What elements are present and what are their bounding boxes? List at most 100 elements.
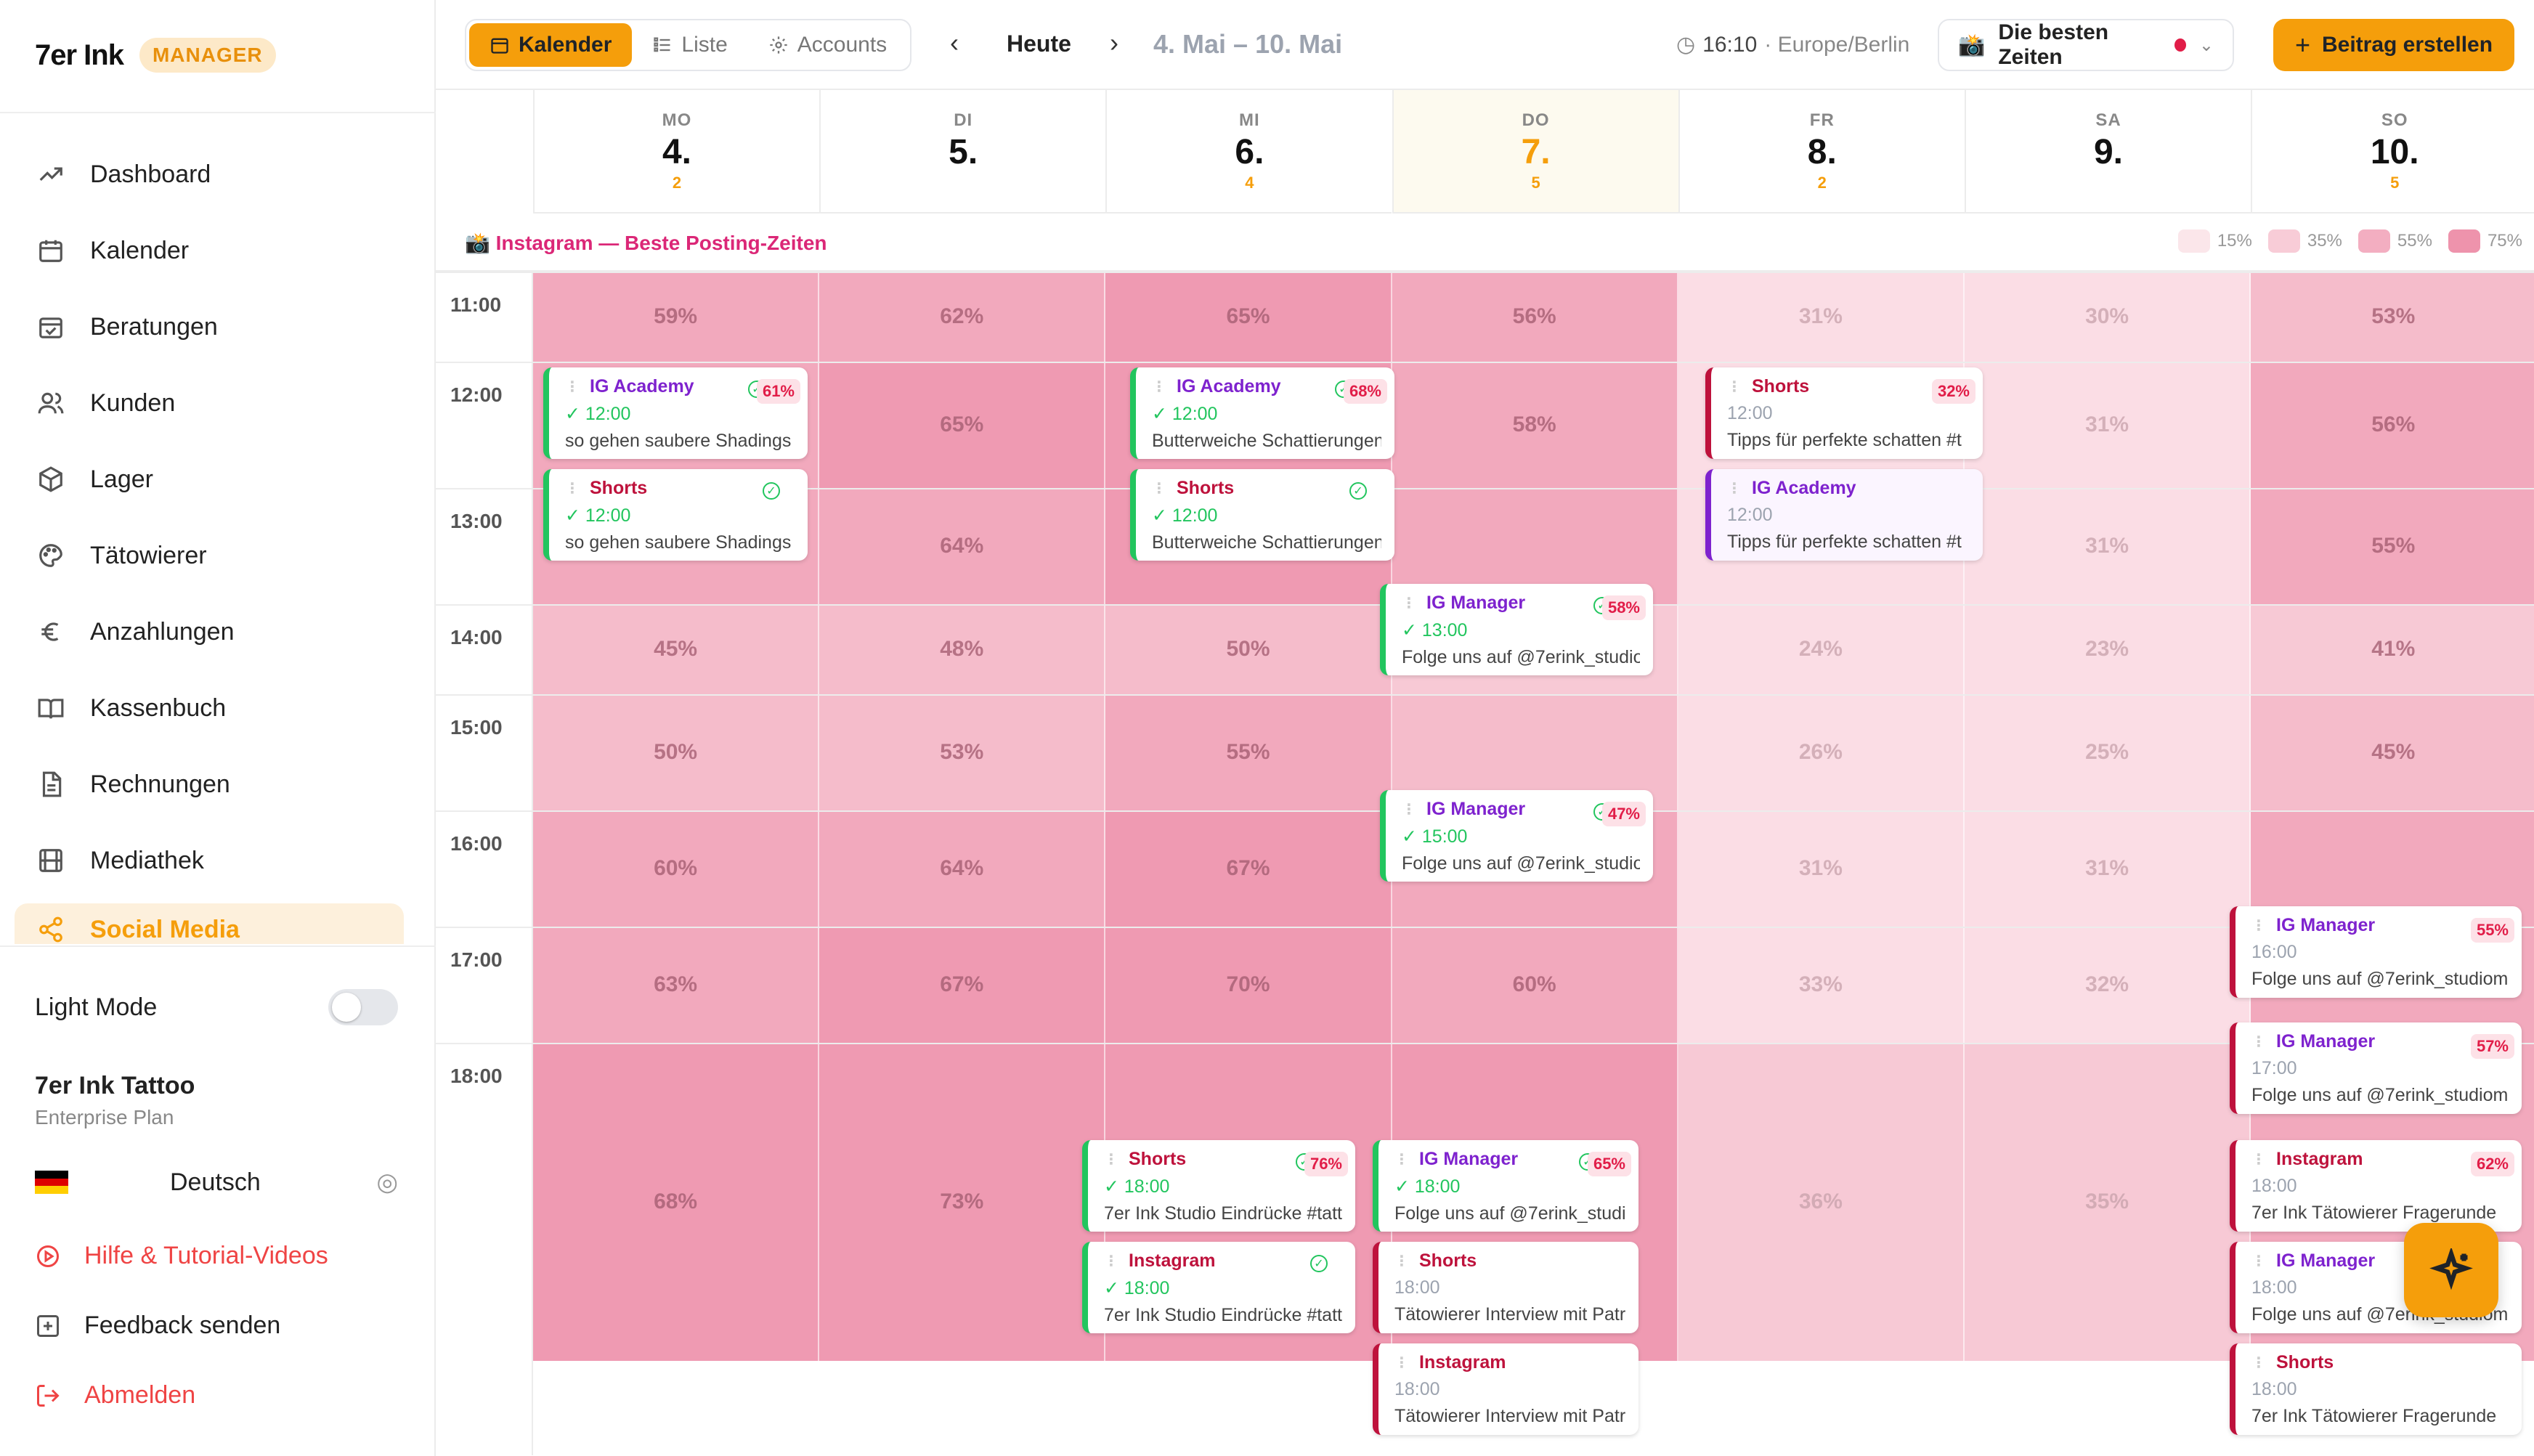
post-card[interactable]: ⋮ IG Manager ✓ 15:00 Folge uns auf @7erin… bbox=[1380, 790, 1653, 882]
post-card[interactable]: ⋮ IG Manager ✓ 18:00 Folge uns auf @7erin… bbox=[1373, 1140, 1638, 1232]
post-card[interactable]: ⋮ IG Manager 16:00 Folge uns auf @7erink_… bbox=[2230, 906, 2522, 998]
drag-handle-icon[interactable]: ⋮ bbox=[1104, 1152, 1118, 1168]
day-header-so[interactable]: SO 10. 5 bbox=[2251, 90, 2534, 213]
tab-liste[interactable]: Liste bbox=[632, 23, 747, 67]
today-button[interactable]: Heute bbox=[1007, 30, 1071, 57]
heatmap-cell[interactable]: 65% bbox=[819, 362, 1106, 488]
heatmap-cell[interactable]: 41% bbox=[2251, 604, 2534, 694]
heatmap-cell[interactable]: 31% bbox=[1965, 362, 2251, 488]
drag-handle-icon[interactable]: ⋮ bbox=[2251, 1253, 2266, 1269]
heatmap-cell[interactable]: 32% bbox=[1965, 927, 2251, 1043]
sidebar-item-kunden[interactable]: Kunden bbox=[15, 377, 404, 429]
heatmap-cell[interactable]: 73% bbox=[819, 1043, 1106, 1361]
post-card[interactable]: ⋮ Instagram 18:00 Tätowierer Interview mi… bbox=[1373, 1343, 1638, 1435]
help-link[interactable]: Hilfe & Tutorial-Videos bbox=[35, 1242, 328, 1270]
drag-handle-icon[interactable]: ⋮ bbox=[2251, 1355, 2266, 1371]
post-card[interactable]: ⋮ Shorts 18:00 7er Ink Tätowierer Frageru… bbox=[2230, 1343, 2522, 1435]
ai-assistant-button[interactable] bbox=[2404, 1223, 2498, 1317]
sidebar-item-dashboard[interactable]: Dashboard bbox=[15, 148, 404, 200]
sidebar-item-lager[interactable]: Lager bbox=[15, 453, 404, 505]
drag-handle-icon[interactable]: ⋮ bbox=[565, 379, 580, 395]
sidebar-item-anzahlungen[interactable]: Anzahlungen bbox=[15, 606, 404, 658]
post-card[interactable]: ⋮ Shorts 12:00 Tipps für perfekte schatte… bbox=[1705, 367, 1983, 459]
day-header-di[interactable]: DI 5. bbox=[819, 90, 1106, 213]
brand[interactable]: 7er Ink MANAGER bbox=[35, 38, 276, 73]
post-card[interactable]: ⋮ IG Academy ✓ 12:00 so gehen saubere Sha… bbox=[543, 367, 808, 459]
heatmap-cell[interactable]: 30% bbox=[1965, 272, 2251, 362]
sidebar-item-mediathek[interactable]: Mediathek bbox=[15, 834, 404, 887]
heatmap-cell[interactable]: 53% bbox=[2251, 272, 2534, 362]
heatmap-cell[interactable]: 45% bbox=[2251, 694, 2534, 810]
post-card[interactable]: ⋮ Shorts 18:00 Tätowierer Interview mit P… bbox=[1373, 1242, 1638, 1333]
drag-handle-icon[interactable]: ⋮ bbox=[1152, 481, 1166, 497]
drag-handle-icon[interactable]: ⋮ bbox=[2251, 918, 2266, 934]
sidebar-item-beratungen[interactable]: Beratungen bbox=[15, 301, 404, 353]
heatmap-cell[interactable]: 67% bbox=[819, 927, 1106, 1043]
sidebar-item-kassenbuch[interactable]: Kassenbuch bbox=[15, 682, 404, 734]
heatmap-cell[interactable]: 62% bbox=[819, 272, 1106, 362]
heatmap-cell[interactable]: 50% bbox=[533, 694, 820, 810]
heatmap-cell[interactable]: 25% bbox=[1965, 694, 2251, 810]
heatmap-cell[interactable]: 58% bbox=[1392, 362, 1678, 488]
heatmap-cell[interactable]: 26% bbox=[1678, 694, 1965, 810]
next-week-button[interactable]: › bbox=[1110, 28, 1118, 57]
post-card[interactable]: ⋮ Shorts ✓ 12:00 so gehen saubere Shading… bbox=[543, 469, 808, 561]
heatmap-cell[interactable]: 48% bbox=[819, 604, 1106, 694]
logout-link[interactable]: Abmelden bbox=[35, 1381, 195, 1410]
light-mode-toggle[interactable] bbox=[328, 989, 398, 1025]
post-card[interactable]: ⋮ IG Manager 18:00 Folge uns auf @7erink_… bbox=[2230, 1242, 2522, 1333]
heatmap-cell[interactable]: 64% bbox=[819, 488, 1106, 604]
sidebar-item-kalender[interactable]: Kalender bbox=[15, 224, 404, 277]
heatmap-cell[interactable]: 63% bbox=[533, 927, 820, 1043]
heatmap-cell[interactable]: 24% bbox=[1678, 604, 1965, 694]
heatmap-cell[interactable]: 31% bbox=[1965, 810, 2251, 927]
heatmap-cell[interactable]: 36% bbox=[1678, 1043, 1965, 1361]
heatmap-cell[interactable]: 31% bbox=[1678, 810, 1965, 927]
create-post-button[interactable]: + Beitrag erstellen bbox=[2273, 19, 2514, 71]
post-card[interactable]: ⋮ IG Manager ✓ 13:00 Folge uns auf @7erin… bbox=[1380, 584, 1653, 675]
heatmap-cell[interactable]: 59% bbox=[533, 272, 820, 362]
heatmap-cell[interactable]: 70% bbox=[1105, 927, 1392, 1043]
feedback-link[interactable]: Feedback senden bbox=[35, 1311, 280, 1340]
tab-kalender[interactable]: Kalender bbox=[469, 23, 633, 67]
heatmap-cell[interactable]: 35% bbox=[1965, 1043, 2251, 1361]
drag-handle-icon[interactable]: ⋮ bbox=[1394, 1253, 1409, 1269]
day-header-sa[interactable]: SA 9. bbox=[1965, 90, 2251, 213]
heatmap-cell[interactable]: 31% bbox=[1965, 488, 2251, 604]
heatmap-cell[interactable]: 67% bbox=[1105, 810, 1392, 927]
post-card[interactable]: ⋮ Shorts ✓ 18:00 7er Ink Studio Eindrücke… bbox=[1082, 1140, 1355, 1232]
prev-week-button[interactable]: ‹ bbox=[950, 28, 959, 57]
post-card[interactable]: ⋮ Instagram ✓ 18:00 7er Ink Studio Eindrü… bbox=[1082, 1242, 1355, 1333]
heatmap-cell[interactable]: 55% bbox=[2251, 488, 2534, 604]
drag-handle-icon[interactable]: ⋮ bbox=[2251, 1152, 2266, 1168]
post-card[interactable]: ⋮ IG Academy ✓ 12:00 Butterweiche Schatti… bbox=[1130, 367, 1394, 459]
heatmap-cell[interactable]: 23% bbox=[1965, 604, 2251, 694]
heatmap-cell[interactable]: 55% bbox=[1105, 694, 1392, 810]
heatmap-cell[interactable]: 56% bbox=[2251, 362, 2534, 488]
post-card[interactable]: ⋮ IG Manager 17:00 Folge uns auf @7erink_… bbox=[2230, 1022, 2522, 1114]
heatmap-cell[interactable]: 64% bbox=[819, 810, 1106, 927]
heatmap-cell[interactable]: 60% bbox=[1392, 927, 1678, 1043]
language-selector[interactable]: Deutsch ◎ bbox=[35, 1168, 398, 1197]
drag-handle-icon[interactable]: ⋮ bbox=[1394, 1152, 1409, 1168]
heatmap-cell[interactable]: 56% bbox=[1392, 272, 1678, 362]
drag-handle-icon[interactable]: ⋮ bbox=[1104, 1253, 1118, 1269]
day-header-mi[interactable]: MI 6. 4 bbox=[1105, 90, 1392, 213]
best-times-select[interactable]: 📸 Die besten Zeiten ⌄ bbox=[1938, 19, 2234, 71]
day-header-mo[interactable]: MO 4. 2 bbox=[533, 90, 819, 213]
heatmap-cell[interactable]: 60% bbox=[533, 810, 820, 927]
heatmap-cell[interactable]: 65% bbox=[1105, 272, 1392, 362]
day-header-fr[interactable]: FR 8. 2 bbox=[1678, 90, 1965, 213]
heatmap-cell[interactable]: 53% bbox=[819, 694, 1106, 810]
drag-handle-icon[interactable]: ⋮ bbox=[1727, 379, 1742, 395]
drag-handle-icon[interactable]: ⋮ bbox=[565, 481, 580, 497]
heatmap-cell[interactable]: 50% bbox=[1105, 604, 1392, 694]
drag-handle-icon[interactable]: ⋮ bbox=[2251, 1034, 2266, 1050]
drag-handle-icon[interactable]: ⋮ bbox=[1152, 379, 1166, 395]
heatmap-cell[interactable]: 33% bbox=[1678, 927, 1965, 1043]
heatmap-cell[interactable]: 31% bbox=[1678, 272, 1965, 362]
drag-handle-icon[interactable]: ⋮ bbox=[1402, 802, 1416, 818]
post-card[interactable]: ⋮ IG Academy 12:00 Tipps für perfekte sch… bbox=[1705, 469, 1983, 561]
tab-accounts[interactable]: Accounts bbox=[748, 23, 907, 67]
post-card[interactable]: ⋮ Instagram 18:00 7er Ink Tätowierer Frag… bbox=[2230, 1140, 2522, 1232]
